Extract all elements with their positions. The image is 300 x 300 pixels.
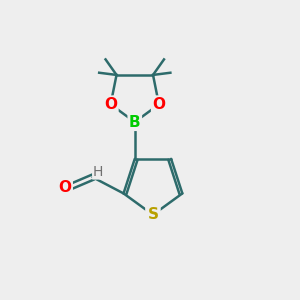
- Text: O: O: [104, 97, 117, 112]
- Text: S: S: [147, 207, 158, 222]
- Text: H: H: [93, 165, 103, 179]
- Text: O: O: [58, 180, 71, 195]
- Text: B: B: [129, 115, 141, 130]
- Text: O: O: [152, 97, 165, 112]
